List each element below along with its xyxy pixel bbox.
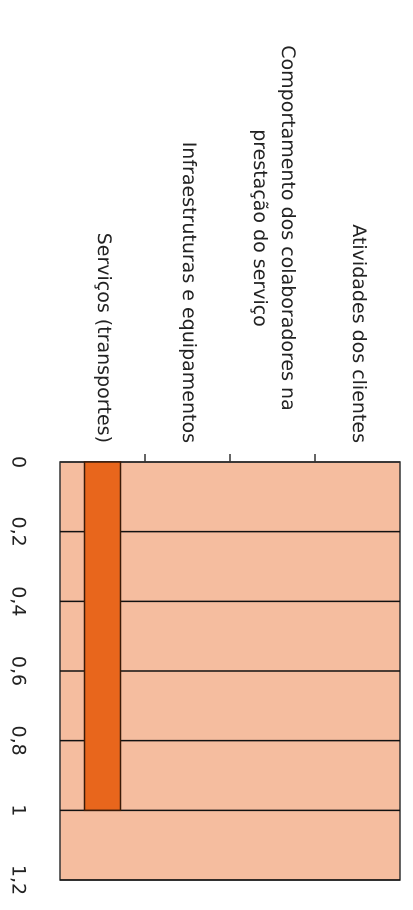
y-tick-label: 0 bbox=[8, 456, 30, 468]
category-label: Comportamento dos colaboradores na prest… bbox=[248, 45, 299, 411]
category-label: Serviços (transportes) bbox=[92, 232, 115, 443]
y-tick-label: 1 bbox=[8, 804, 30, 816]
y-tick-label: 0,8 bbox=[8, 726, 30, 756]
y-tick-label: 1,2 bbox=[8, 865, 30, 895]
y-tick-label: 0,2 bbox=[8, 517, 30, 547]
y-tick-label: 0,6 bbox=[8, 656, 30, 686]
y-tick-label: 0,4 bbox=[8, 586, 30, 616]
category-label: Infraestruturas e equipamentos bbox=[177, 141, 200, 443]
category-label: Atividades dos clientes bbox=[347, 224, 370, 443]
bar bbox=[83, 461, 122, 812]
